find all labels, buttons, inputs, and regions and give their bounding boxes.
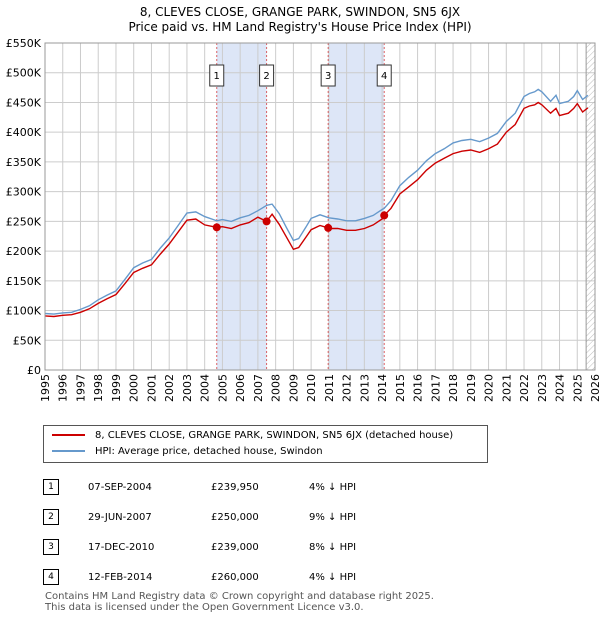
sale-number-badge: 1 (43, 479, 59, 495)
sale-date: 29-JUN-2007 (88, 511, 152, 523)
x-tick-label: 2018 (447, 374, 460, 402)
x-tick-label: 2012 (341, 374, 354, 402)
table-row: 2 29-JUN-2007 £250,000 9% ↓ HPI (43, 502, 356, 532)
sale-label-box (259, 64, 275, 87)
x-tick-label: 2015 (394, 374, 407, 402)
x-tick-label: 2007 (252, 374, 265, 402)
sale-point (262, 217, 271, 226)
sale-number-badge: 3 (43, 539, 59, 555)
y-tick-label: £400K (6, 126, 42, 139)
chart-title-line2: Price paid vs. HM Land Registry's House … (128, 20, 472, 34)
table-row: 4 12-FEB-2014 £260,000 4% ↓ HPI (43, 562, 356, 592)
sale-hpi-diff: 4% ↓ HPI (309, 481, 357, 493)
sale-number-badge: 2 (43, 509, 59, 525)
legend-item-hpi: HPI: Average price, detached house, Swin… (52, 445, 323, 459)
transactions-table: 1 07-SEP-2004 £239,950 4% ↓ HPI 2 29-JUN… (43, 472, 356, 592)
x-tick-label: 2004 (199, 374, 212, 402)
sale-point (324, 223, 333, 232)
y-tick-label: £0 (27, 364, 41, 377)
x-tick-label: 2021 (500, 374, 513, 402)
hatched-region (586, 43, 595, 370)
shaded-range (216, 43, 267, 370)
sale-point (212, 223, 221, 232)
sale-label-text: 4 (381, 71, 387, 82)
x-tick-label: 2017 (429, 374, 442, 402)
footer-line2: This data is licensed under the Open Gov… (45, 602, 364, 613)
table-row: 1 07-SEP-2004 £239,950 4% ↓ HPI (43, 472, 356, 502)
plot-frame (44, 42, 596, 371)
sale-label-box (320, 64, 336, 87)
sale-price: £239,000 (211, 541, 259, 553)
hpi-series-line (44, 88, 589, 315)
sale-label-box (376, 64, 392, 87)
x-tick-label: 2013 (358, 374, 371, 402)
y-tick-label: £250K (6, 215, 42, 228)
y-tick-label: £150K (6, 275, 42, 288)
x-tick-label: 2020 (483, 374, 496, 402)
sale-label-text: 2 (263, 71, 269, 82)
x-tick-label: 1995 (39, 374, 52, 402)
chart-title-line1: 8, CLEVES CLOSE, GRANGE PARK, SWINDON, S… (139, 5, 461, 19)
sale-hpi-diff: 4% ↓ HPI (309, 571, 357, 583)
x-tick-label: 2024 (554, 374, 567, 402)
legend-price-label: 8, CLEVES CLOSE, GRANGE PARK, SWINDON, S… (95, 430, 454, 441)
footer-attribution: Contains HM Land Registry data © Crown c… (45, 591, 434, 613)
x-tick-label: 2026 (589, 374, 600, 402)
x-tick-label: 2005 (216, 374, 229, 402)
y-tick-label: £100K (6, 305, 42, 318)
y-tick-label: £200K (6, 245, 42, 258)
sale-price: £250,000 (211, 511, 259, 523)
y-tick-label: £300K (6, 186, 42, 199)
footer-line1: Contains HM Land Registry data © Crown c… (45, 591, 434, 602)
legend-hpi-label: HPI: Average price, detached house, Swin… (95, 446, 323, 457)
sale-label-text: 3 (325, 71, 331, 82)
y-tick-label: £450K (6, 96, 42, 109)
x-tick-label: 2023 (536, 374, 549, 402)
x-tick-label: 1999 (110, 374, 123, 402)
sale-date: 12-FEB-2014 (88, 571, 153, 583)
x-tick-label: 2006 (234, 374, 247, 402)
sale-label-box (209, 64, 225, 87)
sale-point (380, 211, 389, 220)
y-tick-label: £550K (6, 37, 42, 50)
price-chart: 1 2 3 4 £0 £50K £100K £150K £200K £250K £300K £350… (6, 37, 600, 402)
sale-price: £239,950 (211, 481, 259, 493)
table-row: 3 17-DEC-2010 £239,000 8% ↓ HPI (43, 532, 356, 562)
x-tick-label: 2010 (305, 374, 318, 402)
x-tick-label: 2003 (181, 374, 194, 402)
x-tick-label: 2002 (163, 374, 176, 402)
x-tick-label: 2016 (412, 374, 425, 402)
x-tick-label: 2008 (270, 374, 283, 402)
sale-hpi-diff: 8% ↓ HPI (309, 541, 357, 553)
sale-price: £260,000 (211, 571, 259, 583)
sale-date: 07-SEP-2004 (88, 481, 152, 493)
sale-label-text: 1 (214, 71, 220, 82)
y-tick-label: £350K (6, 156, 42, 169)
x-tick-label: 2025 (571, 374, 584, 402)
legend-hpi-swatch (52, 450, 85, 452)
x-tick-label: 1998 (92, 374, 105, 402)
x-tick-label: 2019 (465, 374, 478, 402)
y-tick-label: £500K (6, 67, 42, 80)
sale-date: 17-DEC-2010 (88, 541, 155, 553)
shaded-range (328, 43, 385, 370)
x-tick-label: 2000 (128, 374, 141, 402)
x-tick-label: 2022 (518, 374, 531, 402)
x-tick-label: 2014 (376, 374, 389, 402)
x-tick-label: 1997 (74, 374, 87, 402)
sale-hpi-diff: 9% ↓ HPI (309, 511, 357, 523)
x-tick-label: 2011 (323, 374, 336, 402)
x-tick-label: 2009 (287, 374, 300, 402)
sale-number-badge: 4 (43, 569, 59, 585)
x-tick-label: 2001 (145, 374, 158, 402)
chart-legend: 8, CLEVES CLOSE, GRANGE PARK, SWINDON, S… (43, 425, 488, 463)
legend-item-price: 8, CLEVES CLOSE, GRANGE PARK, SWINDON, S… (52, 429, 453, 443)
x-tick-label: 1996 (57, 374, 70, 402)
y-tick-label: £50K (13, 334, 42, 347)
legend-price-swatch (52, 434, 85, 436)
